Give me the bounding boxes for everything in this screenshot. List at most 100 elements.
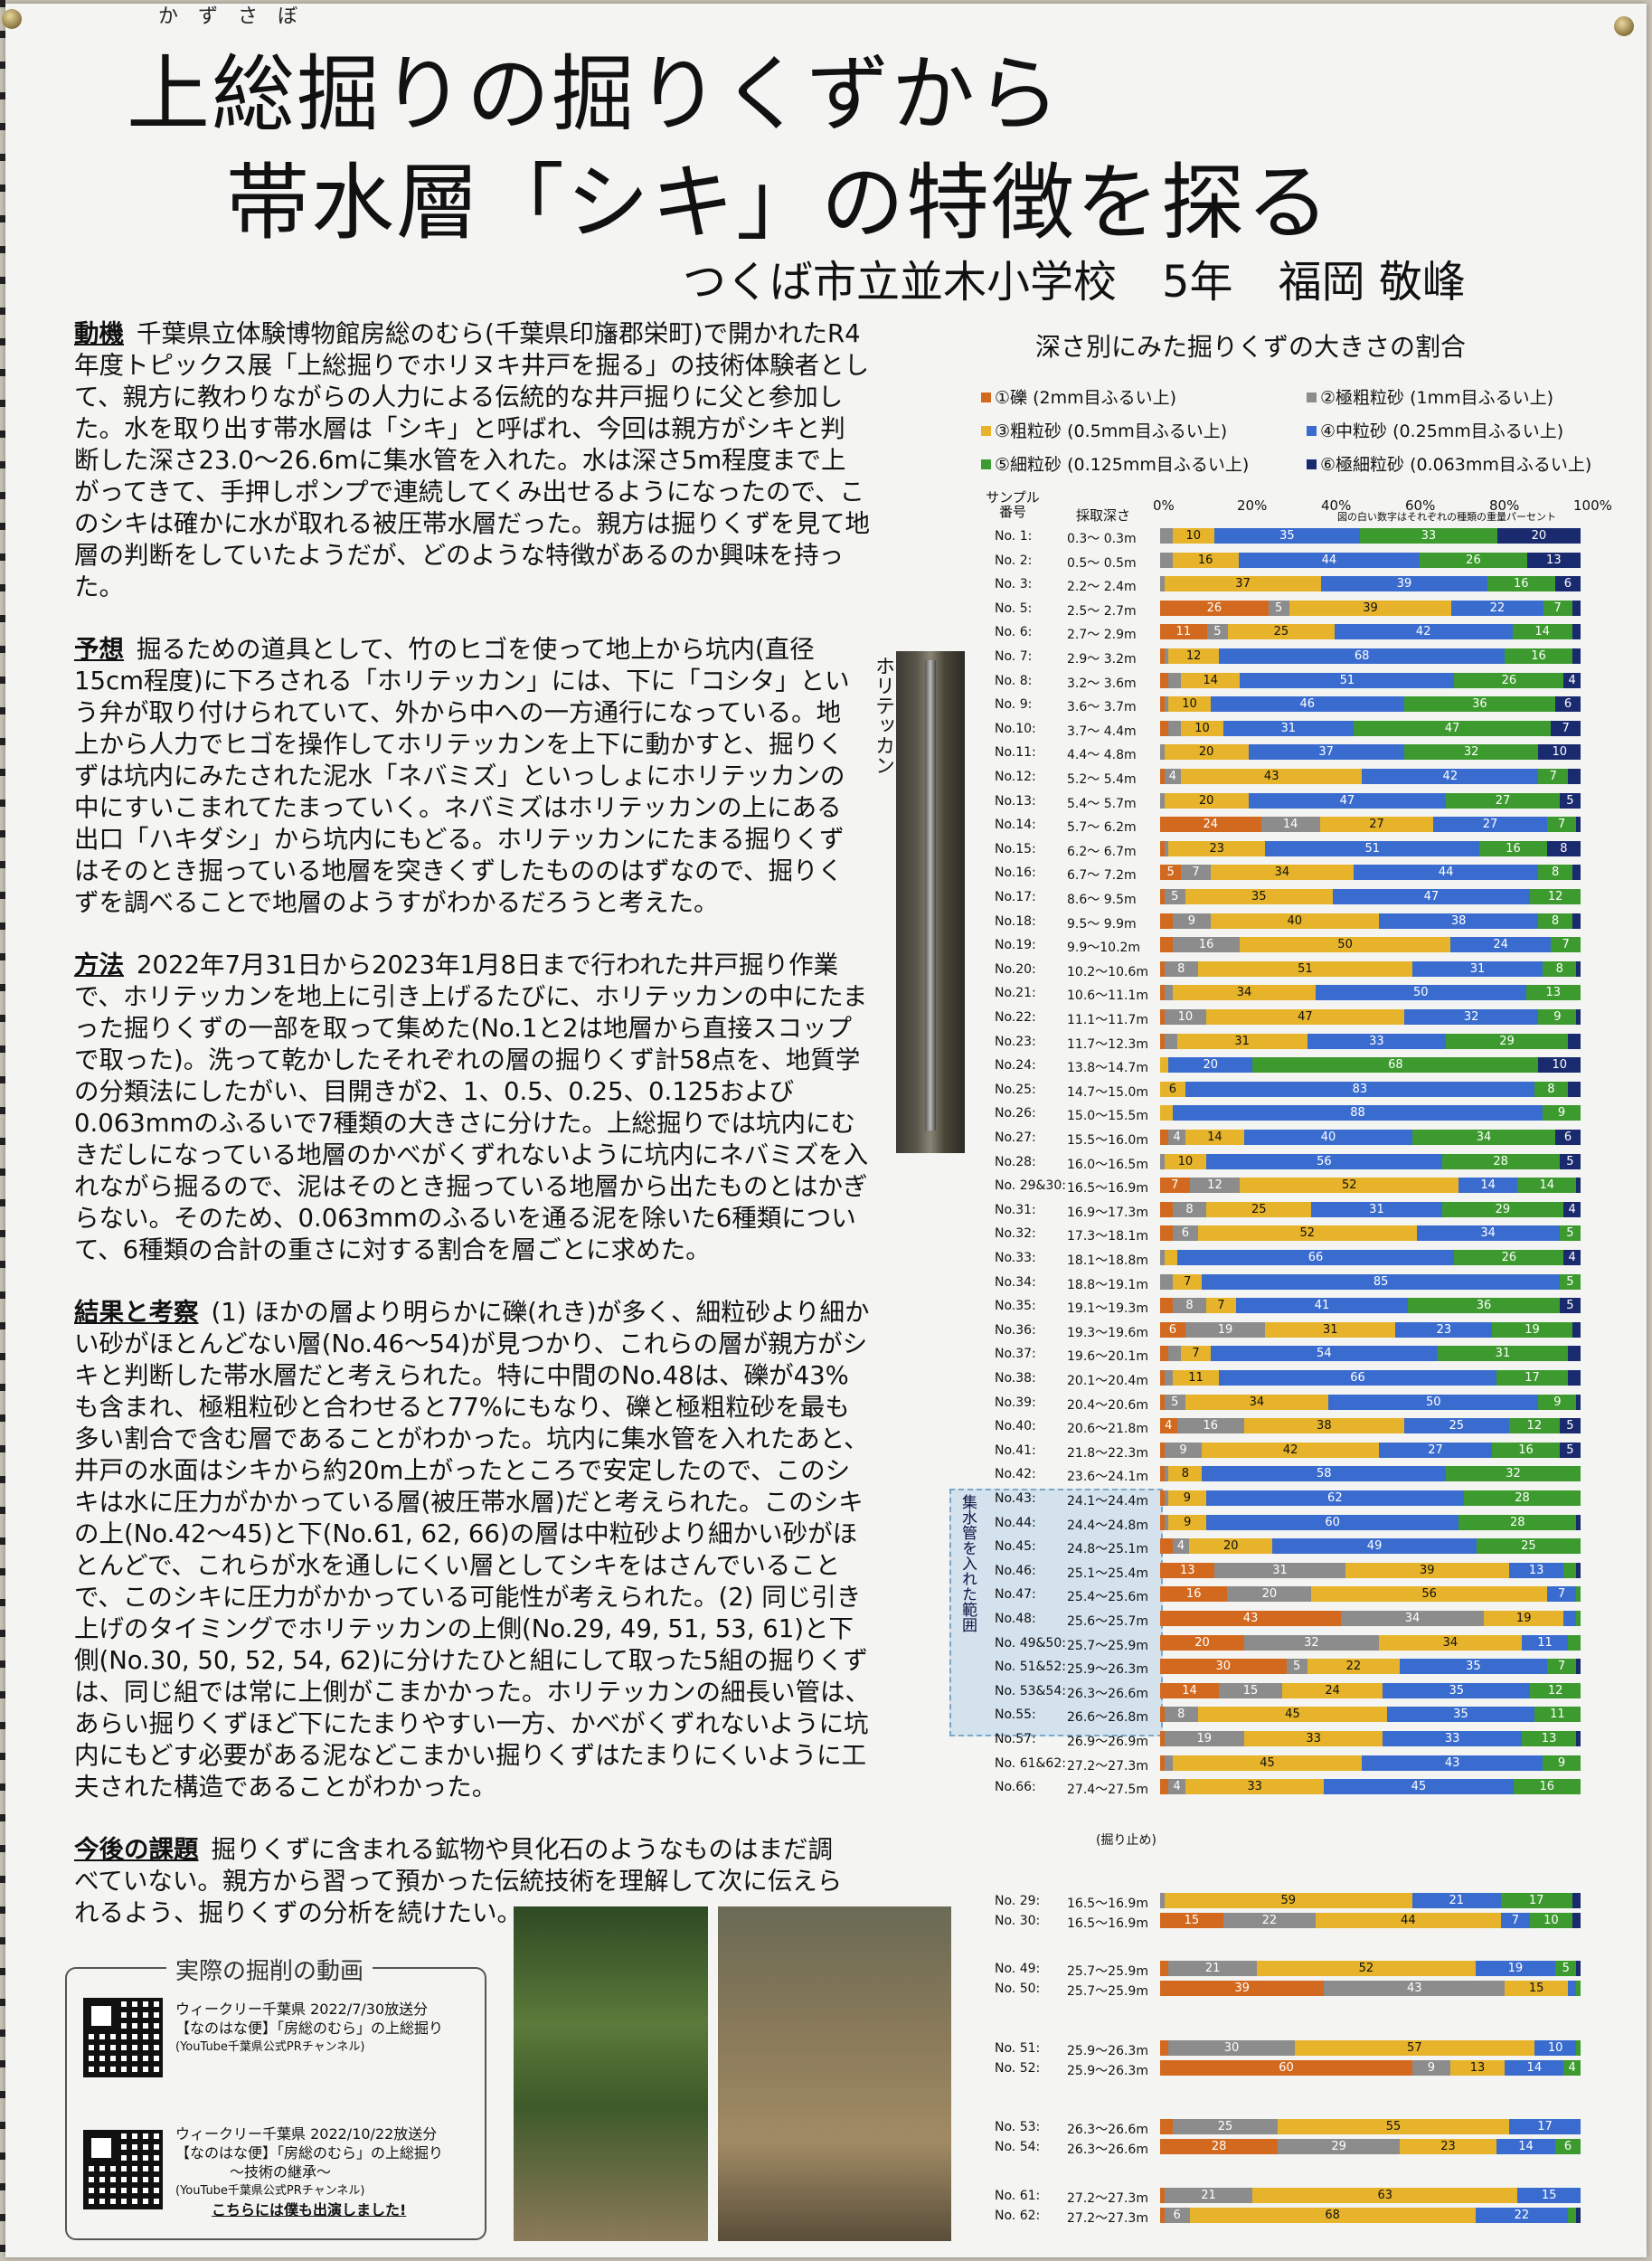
bar-segment <box>1568 1370 1581 1386</box>
sample-label: No.25: <box>995 1082 1036 1097</box>
bar-segment <box>1576 1981 1581 1996</box>
stacked-bar: 11 66 17 <box>1160 1370 1581 1386</box>
bar-segment: 13 <box>1525 985 1581 1001</box>
sample-label: No.32: <box>995 1226 1036 1242</box>
stacked-bar: 8 25 31 29 4 <box>1160 1201 1581 1217</box>
bar-segment: 10 <box>1172 528 1214 544</box>
depth-label: 10.2～10.6m <box>1067 964 1148 979</box>
bar-segment <box>1164 696 1169 713</box>
bar-segment <box>1576 817 1581 833</box>
bar-segment <box>1160 1201 1173 1217</box>
bar-segment: 7 <box>1181 865 1211 881</box>
bar-segment <box>1568 769 1581 784</box>
depth-label: 2.9～ 3.2m <box>1067 652 1137 667</box>
stacked-bar: 37 39 16 6 <box>1160 576 1581 592</box>
stacked-bar: 59 21 17 <box>1160 1893 1581 1908</box>
bar-segment: 5 <box>1559 1273 1581 1290</box>
x-tick-label: 20% <box>1237 497 1268 514</box>
stacked-bar: 10 47 32 9 <box>1160 1009 1581 1025</box>
depth-label: 25.9～26.3m <box>1067 2044 1148 2058</box>
depth-label: 19.1～19.3m <box>1067 1301 1148 1317</box>
bar-segment: 4 <box>1172 1538 1190 1555</box>
bar-segment: 10 <box>1164 1153 1207 1169</box>
depth-label: 27.4～27.5m <box>1067 1783 1148 1798</box>
depth-label: 20.6～21.8m <box>1067 1422 1148 1437</box>
legend-swatch <box>1307 393 1317 402</box>
depth-label: 2.2～ 2.4m <box>1067 580 1137 595</box>
bar-segment: 83 <box>1185 1081 1534 1097</box>
bar-segment: 28 <box>1160 2139 1279 2154</box>
bar-segment: 9 <box>1412 2060 1450 2076</box>
bar-segment: 7 <box>1551 720 1581 736</box>
bar-segment: 31 <box>1214 1562 1345 1578</box>
video-1-line: ウィークリー千葉県 2022/7/30放送分 <box>175 2001 429 2018</box>
bar-segment: 47 <box>1248 792 1447 809</box>
depth-label: 26.6～26.8m <box>1067 1710 1148 1726</box>
sample-label: No.39: <box>995 1395 1036 1410</box>
bar-segment: 8 <box>1538 865 1572 881</box>
bar-segment <box>1164 1250 1177 1265</box>
sample-label: No.37: <box>995 1347 1036 1362</box>
bar-segment <box>1160 696 1165 713</box>
qr-code-icon[interactable] <box>83 1998 163 2077</box>
bar-segment: 14 <box>1185 1130 1244 1145</box>
depth-label: 27.2～27.3m <box>1067 2211 1148 2226</box>
bar-segment: 4 <box>1168 1130 1185 1145</box>
bar-segment: 33 <box>1185 1779 1325 1795</box>
title-line-1: 上総掘りの掘りくずから <box>127 46 1062 143</box>
stacked-bar: 21 52 19 5 <box>1160 1961 1581 1976</box>
bar-segment: 20 <box>1189 1538 1273 1555</box>
sample-label: No.40: <box>995 1419 1036 1434</box>
depth-label: 26.3～26.6m <box>1067 1686 1148 1701</box>
bar-segment: 34 <box>1185 1394 1328 1410</box>
bar-segment: 7 <box>1160 1178 1190 1194</box>
stacked-bar: 16 50 24 7 <box>1160 937 1581 953</box>
bar-segment: 33 <box>1359 528 1497 544</box>
bar-segment <box>1576 2208 1581 2223</box>
bar-segment: 5 <box>1559 1225 1581 1242</box>
future-text: 掘りくずに含まれる鉱物や貝化石のようなものはまだ調べていない。親方から習って預か… <box>74 1835 843 1927</box>
depth-label: 21.8～22.3m <box>1067 1445 1148 1461</box>
bar-segment: 4 <box>1160 1418 1177 1434</box>
bar-segment: 20 <box>1496 528 1581 544</box>
bar-segment: 41 <box>1235 1298 1409 1314</box>
bar-segment: 15 <box>1505 1981 1569 1996</box>
sample-label: No.18: <box>995 913 1036 929</box>
qr-code-icon[interactable] <box>83 2130 163 2209</box>
bar-segment <box>1168 672 1182 688</box>
bar-segment: 66 <box>1219 1370 1496 1386</box>
depth-label: 16.5～16.9m <box>1067 1181 1148 1197</box>
bar-segment: 31 <box>1437 1346 1569 1362</box>
bar-segment: 4 <box>1563 1201 1581 1217</box>
bar-segment: 10 <box>1164 1009 1207 1025</box>
bar-segment: 39 <box>1321 576 1487 592</box>
bar-segment: 58 <box>1202 1466 1447 1482</box>
bar-segment: 50 <box>1327 1394 1539 1410</box>
bar-segment: 56 <box>1206 1153 1442 1169</box>
stacked-bar: 10 56 28 5 <box>1160 1153 1581 1169</box>
bar-segment: 9 <box>1538 1394 1577 1410</box>
depth-label: 3.7～ 4.4m <box>1067 724 1137 739</box>
sample-label: No. 1: <box>995 529 1033 544</box>
legend-item: ①礫 (2mm目ふるい上) <box>981 384 1176 409</box>
bar-segment: 13 <box>1521 1731 1577 1746</box>
bar-segment <box>1160 1893 1165 1908</box>
stacked-bar: 7 12 52 14 14 <box>1160 1178 1581 1194</box>
depth-label: 23.6～24.1m <box>1067 1470 1148 1485</box>
tool-label: ホリテッカン <box>872 656 894 775</box>
bar-segment <box>1160 1466 1165 1482</box>
legend-item: ⑤細粒砂 (0.125mm目ふるい上) <box>981 451 1249 476</box>
bar-segment: 5 <box>1286 1659 1307 1675</box>
stacked-bar: 6 83 8 <box>1160 1081 1581 1097</box>
sample-label: No.33: <box>995 1251 1036 1265</box>
bar-segment: 5 <box>1559 1418 1581 1434</box>
stacked-bar: 39 43 15 <box>1160 1981 1581 1996</box>
bar-segment: 6 <box>1160 1321 1185 1338</box>
stacked-bar: 43 34 19 <box>1160 1611 1581 1626</box>
bar-segment: 35 <box>1400 1659 1547 1675</box>
aquifer-label: 集水管を入れた範囲 <box>958 1494 977 1632</box>
video-1-line: (YouTube千葉県公式PRチャンネル) <box>175 2040 365 2054</box>
depth-label: 0.5～ 0.5m <box>1067 555 1137 571</box>
bar-segment: 40 <box>1243 1130 1412 1145</box>
bar-segment: 7 <box>1546 1586 1577 1603</box>
